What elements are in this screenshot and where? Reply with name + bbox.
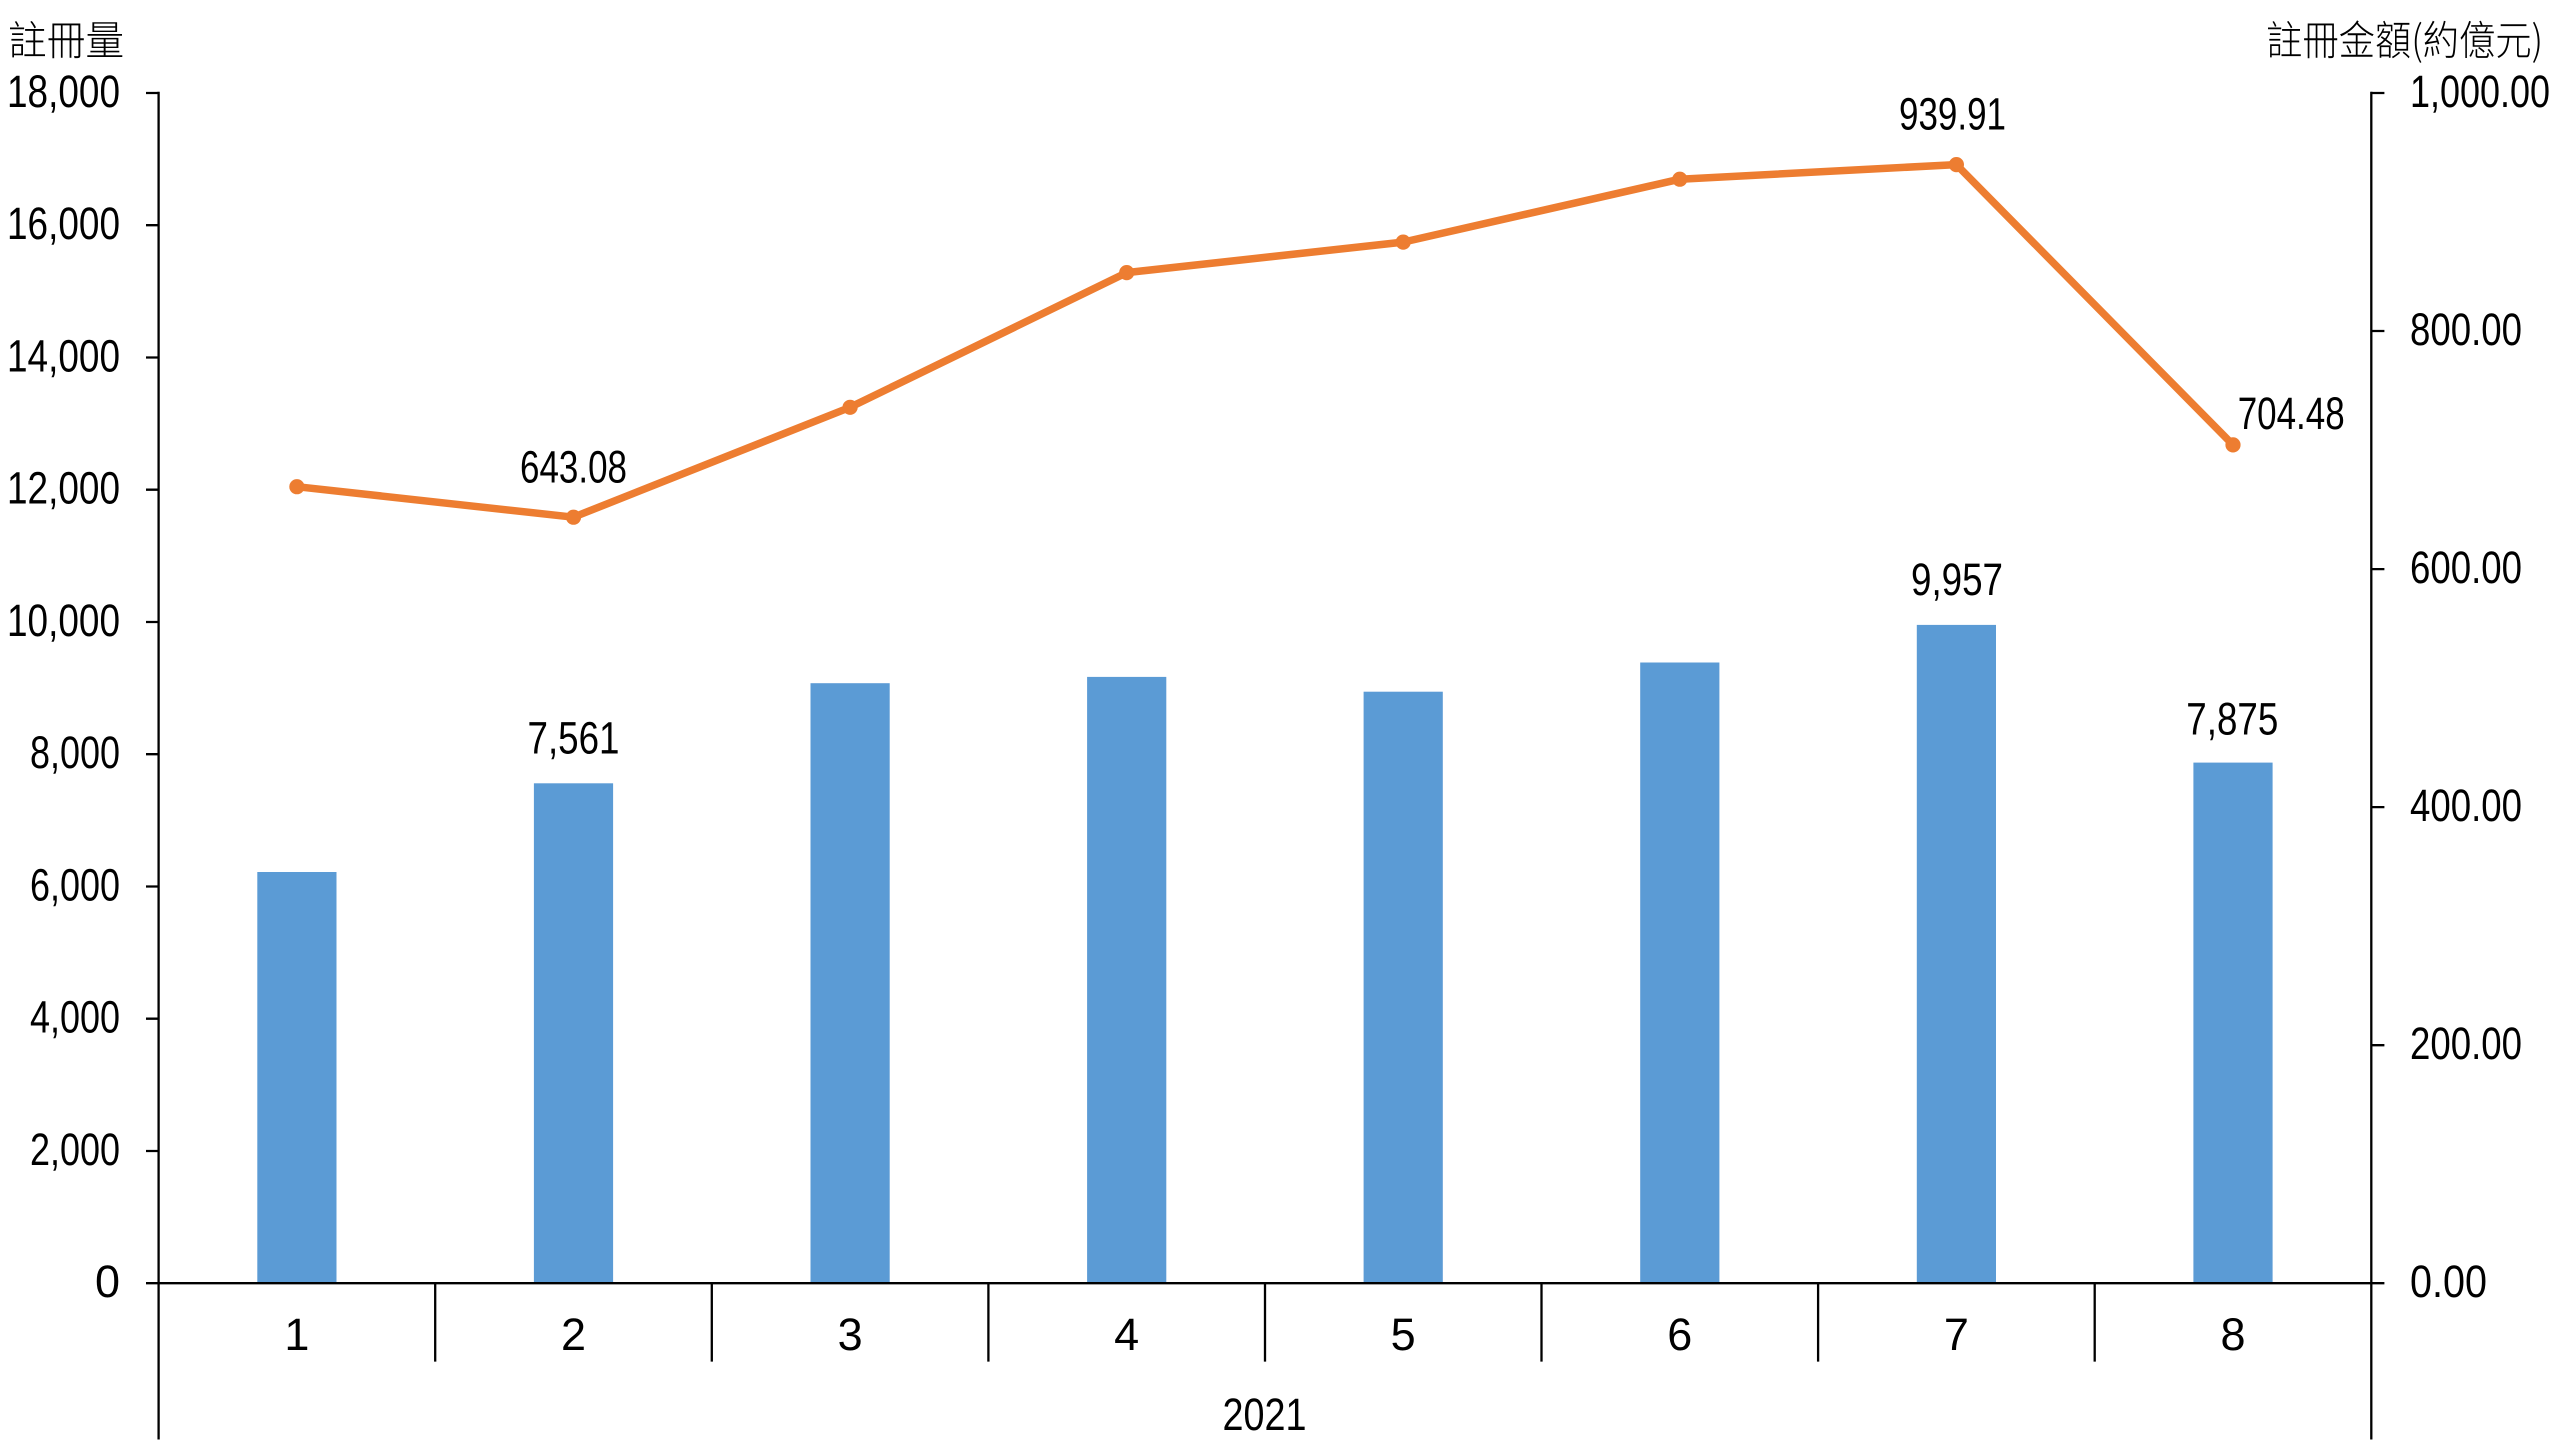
svg-text:6: 6: [1667, 1309, 1692, 1360]
svg-text:600.00: 600.00: [2410, 542, 2522, 593]
svg-text:704.48: 704.48: [2238, 388, 2345, 439]
svg-text:2: 2: [561, 1309, 586, 1360]
svg-text:8,000: 8,000: [30, 727, 120, 778]
svg-text:3: 3: [838, 1309, 863, 1360]
svg-text:12,000: 12,000: [7, 463, 120, 514]
svg-text:10,000: 10,000: [7, 595, 120, 646]
svg-text:16,000: 16,000: [7, 198, 120, 249]
svg-text:939.91: 939.91: [1899, 88, 2006, 139]
svg-text:800.00: 800.00: [2410, 304, 2522, 355]
svg-text:4,000: 4,000: [30, 992, 120, 1043]
svg-text:7,875: 7,875: [2186, 693, 2278, 744]
svg-text:0: 0: [95, 1256, 120, 1307]
svg-text:7,561: 7,561: [528, 712, 620, 763]
svg-text:9,957: 9,957: [1911, 554, 2003, 605]
svg-text:400.00: 400.00: [2410, 780, 2522, 831]
svg-text:2,000: 2,000: [30, 1124, 120, 1175]
svg-text:6,000: 6,000: [30, 859, 120, 910]
svg-text:7: 7: [1944, 1309, 1969, 1360]
svg-text:2021: 2021: [1223, 1389, 1307, 1440]
svg-text:5: 5: [1391, 1309, 1416, 1360]
svg-text:18,000: 18,000: [7, 66, 120, 117]
svg-text:1: 1: [284, 1309, 309, 1360]
svg-text:8: 8: [2220, 1309, 2245, 1360]
svg-text:643.08: 643.08: [520, 442, 627, 493]
svg-text:200.00: 200.00: [2410, 1018, 2522, 1069]
svg-text:0.00: 0.00: [2410, 1256, 2487, 1307]
svg-text:1,000.00: 1,000.00: [2410, 66, 2550, 117]
svg-text:14,000: 14,000: [7, 330, 120, 381]
svg-text:4: 4: [1114, 1309, 1139, 1360]
